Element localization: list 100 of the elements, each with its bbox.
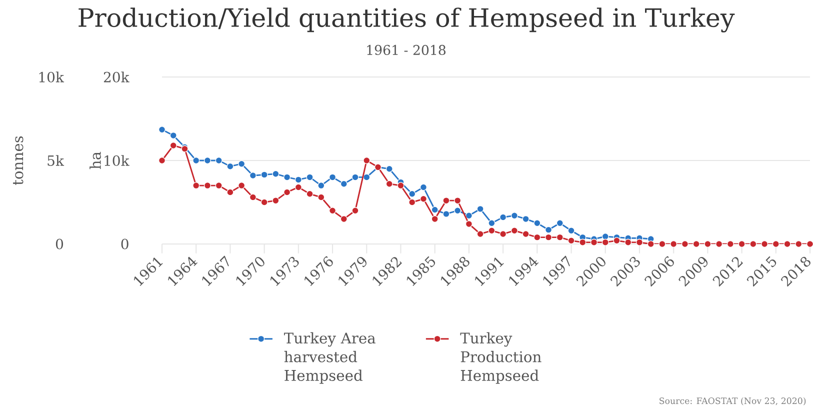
point [704,240,712,248]
point [386,180,393,188]
point [454,197,462,204]
point [624,238,632,246]
point [476,205,484,212]
point [284,188,291,196]
point [522,230,530,238]
point [692,240,700,248]
point [192,182,200,190]
point [352,207,359,214]
point [272,197,280,204]
point [500,214,507,221]
point [590,238,598,246]
point [340,180,348,188]
point [534,234,541,241]
point [238,182,246,190]
point [772,240,780,248]
point [238,160,246,168]
y-tick-label: 0 [121,238,128,250]
point [284,174,291,181]
point [761,240,768,248]
point [328,174,336,181]
point [249,194,256,201]
point [420,184,428,191]
point [442,197,450,204]
point [226,162,234,170]
point [204,182,212,190]
y2-tick-label: 10k [39,72,64,82]
point [476,230,484,238]
y2-tick-label: 5k [48,155,64,166]
point [726,240,734,248]
point [488,227,496,234]
point [431,206,438,214]
point [670,240,678,248]
point [602,238,609,246]
point [408,190,416,198]
point [442,210,450,218]
point [420,195,428,202]
point [170,142,177,149]
legend-label: Turkey Production Hempseed [460,332,542,384]
point [158,126,166,134]
point [318,182,325,190]
point [249,172,256,180]
point [556,234,564,241]
point [488,220,496,227]
point [272,170,280,178]
point [454,207,462,214]
point [260,171,268,178]
point [579,238,586,246]
point [363,174,370,181]
point [568,237,575,244]
point [658,240,666,248]
point [613,237,620,244]
point [681,240,688,248]
point [738,240,746,248]
point [556,220,564,227]
legend-label: Turkey Area harvested Hempseed [284,332,376,384]
point [544,234,552,241]
point [306,190,314,198]
point [352,174,359,181]
chart-subtitle: 1961 - 2018 [367,44,446,56]
point [386,165,393,172]
point [534,220,541,227]
point [465,212,472,220]
point [340,215,348,222]
source-note: Source: FAOSTAT (Nov 23, 2020) [660,397,806,406]
point [294,184,302,191]
point [408,198,416,206]
point [328,207,336,214]
point [545,226,552,234]
point [204,156,212,164]
point [215,182,222,190]
point [318,194,325,201]
point [306,174,314,181]
y-axis-title: ha [90,152,101,170]
point [158,156,166,164]
point [363,156,370,164]
chart-title: Production/Yield quantities of Hempseed in Turkey [78,8,735,32]
point [806,240,813,248]
point [397,182,404,190]
point [294,176,302,184]
y2-tick-label: 0 [56,238,64,250]
point [431,215,438,222]
point [170,132,177,139]
point [647,240,654,248]
point [716,240,723,248]
y-tick-label: 10k [104,155,130,166]
point [568,227,575,234]
point [510,227,518,234]
point [522,215,530,222]
point [750,240,757,248]
point [226,188,234,196]
point [784,240,791,248]
point [500,230,507,238]
point [260,198,268,206]
point [192,156,200,164]
point [465,220,472,228]
point [510,212,518,220]
y2-axis-title: tonnes [13,136,24,185]
point [636,238,644,246]
